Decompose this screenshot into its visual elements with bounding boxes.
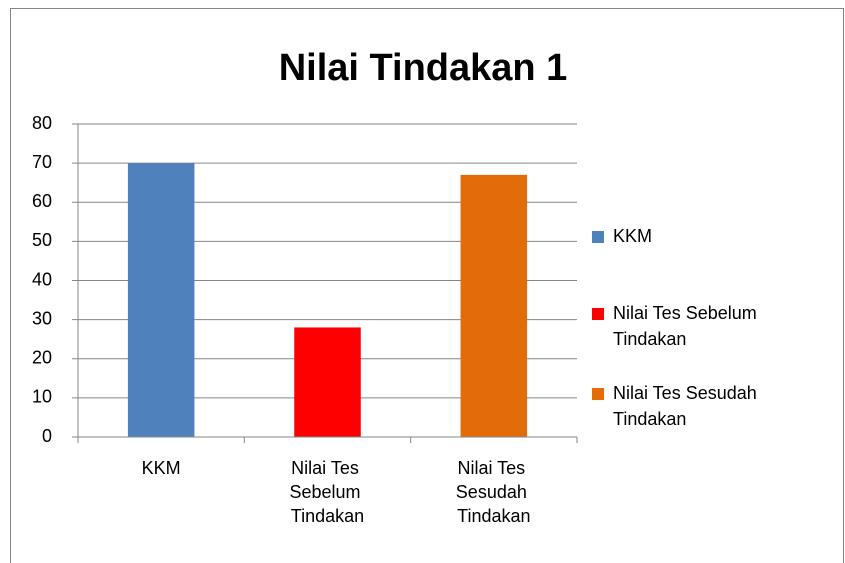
y-tick-label: 80	[32, 113, 52, 133]
y-tick-label: 50	[32, 230, 52, 250]
legend-swatch	[592, 308, 604, 320]
y-tick-label: 40	[32, 269, 52, 289]
bar	[460, 174, 528, 438]
legend-label: Nilai Tes Sesudah Tindakan	[613, 383, 762, 429]
legend-swatch	[592, 231, 604, 243]
y-tick-label: 10	[32, 387, 52, 407]
legend-label: KKM	[613, 226, 652, 246]
y-tick-label: 0	[42, 426, 52, 446]
y-tick-label: 70	[32, 152, 52, 172]
x-tick-label: Nilai Tes Sesudah Tindakan	[456, 458, 532, 526]
legend-swatch	[592, 388, 604, 400]
y-tick-label: 20	[32, 348, 52, 368]
x-tick-label: Nilai Tes Sebelum Tindakan	[289, 458, 365, 526]
y-tick-label: 30	[32, 308, 52, 328]
chart-title: Nilai Tindakan 1	[279, 47, 568, 89]
legend-label: Nilai Tes Sebelum Tindakan	[613, 303, 762, 349]
y-tick-label: 60	[32, 191, 52, 211]
bar	[294, 327, 361, 437]
x-tick-label: KKM	[142, 458, 181, 478]
bar	[127, 163, 195, 437]
